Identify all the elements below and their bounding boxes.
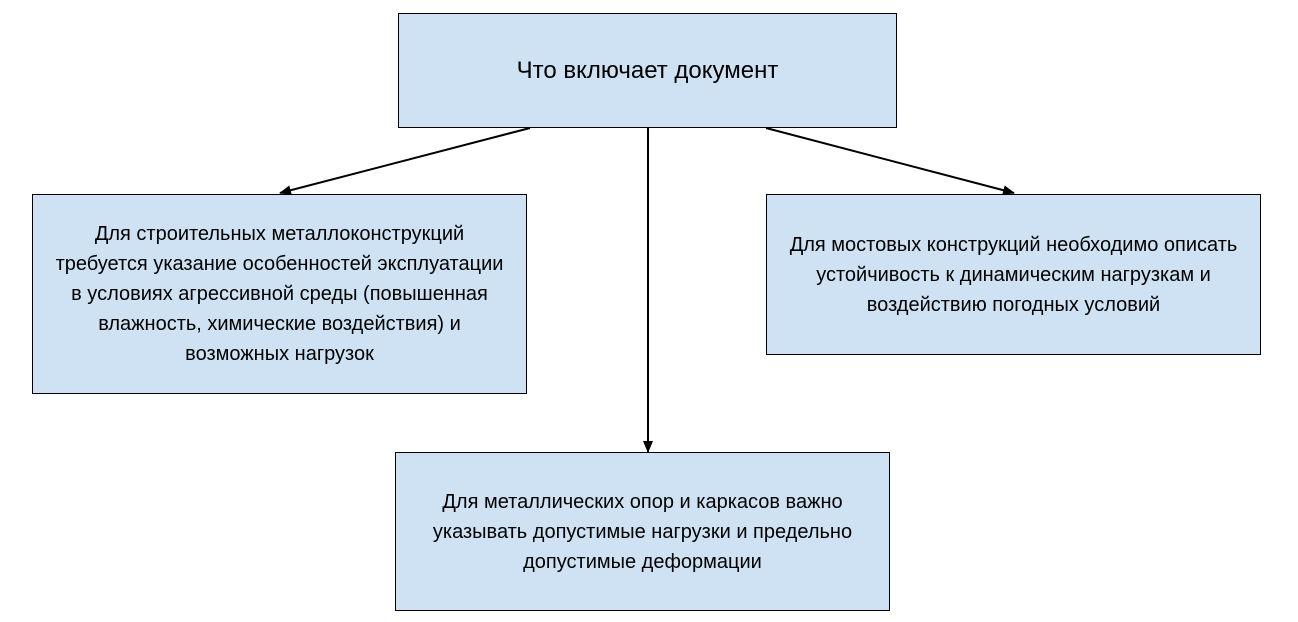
root-node: Что включает документ — [398, 13, 897, 128]
right-node: Для мостовых конструкций необходимо опис… — [766, 194, 1261, 355]
right-node-label: Для мостовых конструкций необходимо опис… — [785, 230, 1242, 320]
left-node: Для строительных металлоконструкций треб… — [32, 194, 527, 394]
flowchart-container: Что включает документ Для строительных м… — [0, 0, 1298, 622]
left-node-label: Для строительных металлоконструкций треб… — [51, 219, 508, 369]
root-node-label: Что включает документ — [517, 53, 779, 89]
bottom-node: Для металлических опор и каркасов важно … — [395, 452, 890, 611]
bottom-node-label: Для металлических опор и каркасов важно … — [414, 487, 871, 577]
